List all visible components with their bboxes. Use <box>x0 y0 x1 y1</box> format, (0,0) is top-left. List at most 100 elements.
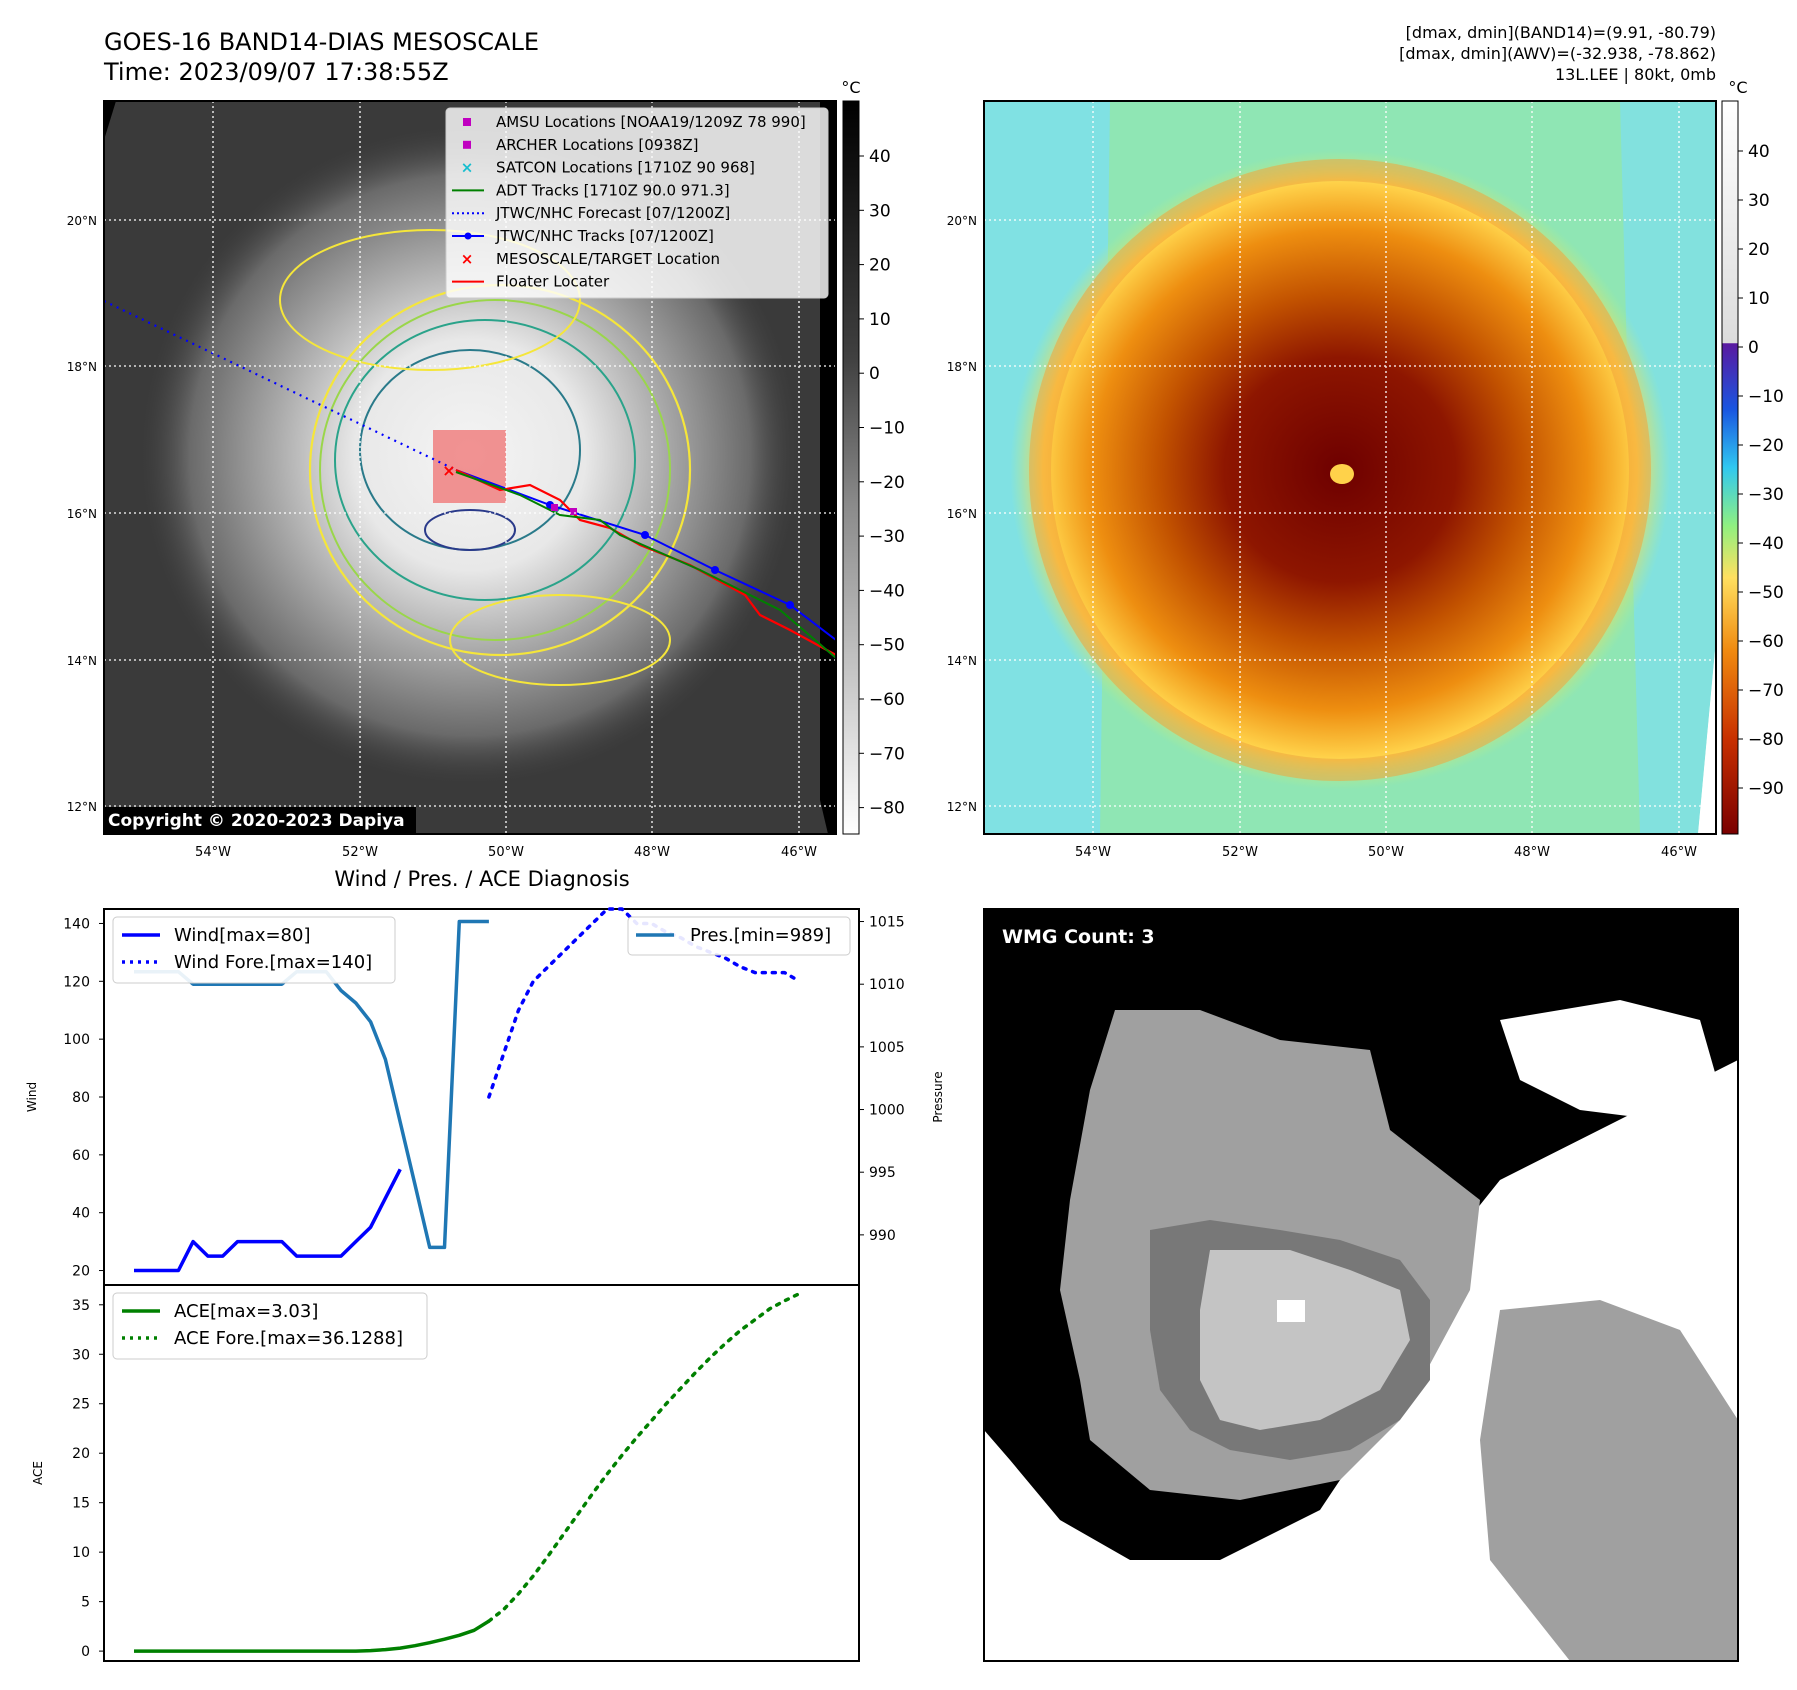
colorbar-tick-label: −10 <box>869 419 905 439</box>
ir-amsu-marker <box>551 504 558 511</box>
colorbar-tick-label: 20 <box>869 256 891 276</box>
legend-marker-x: × <box>461 159 474 177</box>
ir-gridlines <box>104 101 836 834</box>
axis-tick-label: 5 <box>81 1595 90 1611</box>
ace-max-3-03-line <box>134 1619 490 1653</box>
axis-tick-label: 1005 <box>869 1040 905 1056</box>
wmg-eye <box>1277 1300 1305 1322</box>
colorbar-tick-label: −50 <box>869 636 905 656</box>
legend-item-label: JTWC/NHC Tracks [07/1200Z] <box>495 227 714 245</box>
ir-contour-yellow-south <box>449 594 671 686</box>
axis-tick-label: 995 <box>869 1165 896 1181</box>
colorbar-tick-label: 0 <box>869 364 880 384</box>
axis-tick-label: 1015 <box>869 915 905 931</box>
ir-map-frame <box>103 100 837 835</box>
ace-forecast-legend-label: ACE Fore.[max=36.1288] <box>174 1328 403 1349</box>
axis-tick-label: 20 <box>72 1446 90 1462</box>
ir-contour-teal <box>334 319 636 601</box>
wind-max-80-line <box>134 1168 402 1273</box>
ir-colorbar-unit: °C <box>841 78 860 97</box>
ir-lon-label: 54°W <box>195 845 231 860</box>
axis-tick-label: 20 <box>72 1264 90 1280</box>
colorbar-tick-label: 20 <box>1748 240 1770 260</box>
axis-tick-label: 120 <box>63 974 90 990</box>
colorbar-tick-label: −60 <box>1748 632 1784 652</box>
ir-archer-marker <box>570 508 577 515</box>
ir-floater-box <box>433 430 506 503</box>
colorbar-tick-label: −90 <box>1748 779 1784 799</box>
ace-axis-label: ACE <box>31 1461 45 1485</box>
wind-legend-label: Wind[max=80] <box>174 925 311 946</box>
axis-tick-label: 30 <box>72 1347 90 1363</box>
axis-tick-label: 140 <box>63 916 90 932</box>
colorbar-tick-label: 40 <box>869 147 891 167</box>
axis-tick-label: 60 <box>72 1148 90 1164</box>
ir-contour-yellow-north <box>279 229 581 371</box>
ir-legend: AMSU Locations [NOAA19/1209Z 78 990] ARCH… <box>445 107 829 299</box>
ir-target-marker: × <box>442 461 455 480</box>
awv-map-frame <box>983 100 1717 835</box>
legend-marker-square <box>463 118 471 126</box>
colorbar-tick-label: −60 <box>869 690 905 710</box>
colorbar-tick-label: −70 <box>869 744 905 764</box>
ir-adt-track <box>455 471 836 659</box>
ir-lat-label: 16°N <box>67 507 97 521</box>
diagnosis-chart-title: Wind / Pres. / ACE Diagnosis <box>334 867 629 891</box>
ir-legend-box <box>445 107 829 299</box>
ir-track-point-4 <box>786 601 794 609</box>
ir-lat-label: 14°N <box>67 654 97 668</box>
legend-marker-dot <box>464 232 472 240</box>
axis-tick-label: 10 <box>72 1545 90 1561</box>
wind-legend-box <box>112 916 396 984</box>
legend-item-label: SATCON Locations [1710Z 90 968] <box>496 159 755 177</box>
awv-nodata-corner <box>1698 640 1716 834</box>
colorbar-tick-label: 40 <box>1748 142 1770 162</box>
copyright-box <box>104 807 416 833</box>
ir-lat-label: 12°N <box>67 800 97 814</box>
legend-item-label: JTWC/NHC Forecast [07/1200Z] <box>495 204 730 222</box>
awv-lon-label: 48°W <box>1514 845 1550 860</box>
ir-track-point-3 <box>711 566 719 574</box>
wmg-grey-east <box>1480 1300 1738 1661</box>
awv-map-panel: 20°N 18°N 16°N 14°N 12°N 54°W 52°W 50°W … <box>947 78 1784 860</box>
wmg-white-patch <box>1500 1000 1720 1120</box>
axis-tick-label: 80 <box>72 1090 90 1106</box>
wind-forecast-legend-label: Wind Fore.[max=140] <box>174 952 372 973</box>
figure-title: GOES-16 BAND14-DIAS MESOSCALE <box>104 28 539 56</box>
stats-awv: [dmax, dmin](AWV)=(-32.938, -78.862) <box>1399 44 1716 63</box>
awv-gridlines <box>984 101 1716 834</box>
awv-colorbar <box>1721 100 1739 835</box>
awv-lat-label: 14°N <box>947 654 977 668</box>
ir-lat-label: 20°N <box>67 214 97 228</box>
axis-tick-label: 1000 <box>869 1103 905 1119</box>
awv-lat-label: 18°N <box>947 360 977 374</box>
awv-lat-label: 16°N <box>947 507 977 521</box>
axis-tick-label: 0 <box>81 1644 90 1660</box>
colorbar-tick-label: 10 <box>1748 289 1770 309</box>
storm-info: 13L.LEE | 80kt, 0mb <box>1555 65 1716 84</box>
colorbar-tick-label: −30 <box>869 527 905 547</box>
legend-marker-x: × <box>461 250 474 268</box>
colorbar-tick-label: 10 <box>869 310 891 330</box>
ir-map-panel: × 20°N 18°N 16°N 14°N 12°N 54°W 52°W 50°… <box>67 78 905 860</box>
wmg-frame <box>983 908 1739 1662</box>
ir-lat-label: 18°N <box>67 360 97 374</box>
copyright-text: Copyright © 2020-2023 Dapiya <box>108 811 405 831</box>
colorbar-tick-label: −10 <box>1748 387 1784 407</box>
ir-contour-green <box>319 299 671 641</box>
awv-spiral-band <box>1029 159 1651 781</box>
figure-time: Time: 2023/09/07 17:38:55Z <box>103 58 449 86</box>
legend-item-label: ARCHER Locations [0938Z] <box>496 136 699 154</box>
wmg-core-region <box>1200 1250 1410 1430</box>
awv-lon-label: 46°W <box>1661 845 1697 860</box>
axis-tick-label: 1010 <box>869 977 905 993</box>
wind-axis-label: Wind <box>25 1082 39 1112</box>
wmg-count-label: WMG Count: 3 <box>1002 926 1155 948</box>
axis-tick-label: 15 <box>72 1496 90 1512</box>
colorbar-tick-label: −80 <box>1748 730 1784 750</box>
ir-lon-label: 48°W <box>634 845 670 860</box>
legend-item-label: MESOSCALE/TARGET Location <box>496 250 720 268</box>
ir-lon-label: 50°W <box>488 845 524 860</box>
ir-best-track <box>455 469 836 641</box>
